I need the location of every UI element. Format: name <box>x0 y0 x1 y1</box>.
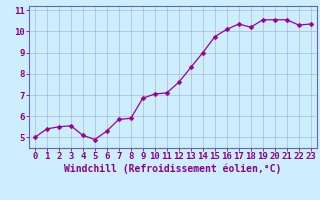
X-axis label: Windchill (Refroidissement éolien,°C): Windchill (Refroidissement éolien,°C) <box>64 164 282 174</box>
